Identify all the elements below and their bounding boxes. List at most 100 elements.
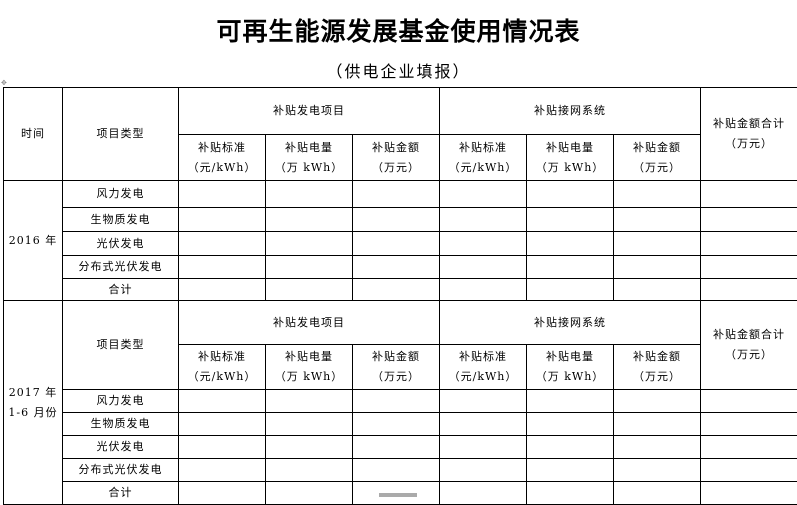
value-cell[interactable] [527, 390, 614, 413]
value-cell[interactable] [527, 279, 614, 301]
value-cell[interactable] [614, 436, 701, 459]
value-cell[interactable] [527, 482, 614, 505]
value-cell[interactable] [266, 181, 353, 208]
value-cell[interactable] [527, 256, 614, 279]
cell-text: 补贴电量 [546, 350, 594, 363]
cell-text: （万 kWh） [536, 370, 605, 383]
value-cell[interactable] [527, 181, 614, 208]
value-cell[interactable] [266, 459, 353, 482]
cell-text: 补贴金额合计 [713, 328, 785, 341]
value-cell[interactable] [353, 279, 440, 301]
value-cell[interactable] [440, 208, 527, 232]
type-cell: 风力发电 [63, 390, 179, 413]
value-cell[interactable] [527, 436, 614, 459]
value-cell[interactable] [614, 413, 701, 436]
cell-text: （万元） [633, 161, 681, 174]
value-cell[interactable] [179, 436, 266, 459]
value-cell[interactable] [614, 482, 701, 505]
value-cell[interactable] [614, 208, 701, 232]
value-cell[interactable] [266, 390, 353, 413]
value-cell[interactable] [179, 279, 266, 301]
subheader-cell: 补贴电量（万 kWh） [266, 135, 353, 181]
value-cell[interactable] [614, 459, 701, 482]
cell-text: （元/kWh） [188, 161, 257, 174]
value-cell[interactable] [353, 181, 440, 208]
value-cell[interactable] [266, 413, 353, 436]
group-header-generation: 补贴发电项目 [179, 88, 440, 135]
value-cell[interactable] [179, 390, 266, 413]
value-cell[interactable] [701, 482, 797, 505]
cell-text: 补贴发电项目 [273, 316, 345, 329]
subheader-cell: 补贴金额 （万元） [614, 345, 701, 390]
scrollbar[interactable] [379, 493, 417, 497]
cell-text: 2016 年 [9, 234, 58, 247]
value-cell[interactable] [179, 208, 266, 232]
value-cell[interactable] [614, 181, 701, 208]
value-cell[interactable] [614, 256, 701, 279]
cell-text: 2017 年 [9, 386, 58, 399]
value-cell[interactable] [701, 279, 797, 301]
value-cell[interactable] [527, 413, 614, 436]
value-cell[interactable] [614, 390, 701, 413]
value-cell[interactable] [527, 208, 614, 232]
cell-text: 补贴标准 [459, 350, 507, 363]
value-cell[interactable] [440, 390, 527, 413]
cell-text: 补贴金额 [372, 141, 420, 154]
value-cell[interactable] [440, 279, 527, 301]
cell-text: 项目类型 [97, 338, 145, 351]
value-cell[interactable] [701, 232, 797, 256]
value-cell[interactable] [440, 232, 527, 256]
value-cell[interactable] [701, 413, 797, 436]
cell-text: 合计 [109, 486, 133, 499]
value-cell[interactable] [353, 436, 440, 459]
value-cell[interactable] [527, 459, 614, 482]
table-row: 风力发电 [4, 390, 797, 413]
value-cell[interactable] [440, 413, 527, 436]
value-cell[interactable] [266, 232, 353, 256]
value-cell[interactable] [353, 208, 440, 232]
value-cell[interactable] [527, 232, 614, 256]
cell-text: （万元） [372, 370, 420, 383]
table-row: 合计 [4, 279, 797, 301]
value-cell[interactable] [266, 482, 353, 505]
value-cell[interactable] [266, 436, 353, 459]
value-cell[interactable] [179, 232, 266, 256]
cell-text: 补贴金额 [633, 350, 681, 363]
value-cell[interactable] [614, 232, 701, 256]
fund-usage-table: 时间项目类型补贴发电项目补贴接网系统补贴金额合计（万元）补贴标准（元/kWh）补… [3, 87, 797, 505]
total-header: 补贴金额合计（万元） [701, 88, 797, 181]
value-cell[interactable] [614, 279, 701, 301]
value-cell[interactable] [440, 459, 527, 482]
value-cell[interactable] [440, 482, 527, 505]
value-cell[interactable] [179, 181, 266, 208]
value-cell[interactable] [440, 181, 527, 208]
value-cell[interactable] [266, 279, 353, 301]
value-cell[interactable] [353, 413, 440, 436]
value-cell[interactable] [179, 459, 266, 482]
type-cell: 生物质发电 [63, 208, 179, 232]
value-cell[interactable] [353, 256, 440, 279]
value-cell[interactable] [179, 482, 266, 505]
value-cell[interactable] [179, 413, 266, 436]
value-cell[interactable] [353, 459, 440, 482]
value-cell[interactable] [440, 436, 527, 459]
value-cell[interactable] [440, 256, 527, 279]
value-cell[interactable] [179, 256, 266, 279]
value-cell[interactable] [353, 390, 440, 413]
cell-text: 补贴金额 [633, 141, 681, 154]
cell-text: （万元） [633, 370, 681, 383]
value-cell[interactable] [266, 208, 353, 232]
subheader-cell: 补贴金额（万元） [353, 345, 440, 390]
value-cell[interactable] [701, 390, 797, 413]
group-header-grid: 补贴接网系统 [440, 301, 701, 345]
value-cell[interactable] [701, 208, 797, 232]
value-cell[interactable] [701, 436, 797, 459]
cell-text: （元/kWh） [188, 370, 257, 383]
cell-text: 补贴电量 [285, 350, 333, 363]
anchor-icon: ✥ [1, 79, 7, 87]
value-cell[interactable] [353, 232, 440, 256]
value-cell[interactable] [701, 256, 797, 279]
value-cell[interactable] [701, 459, 797, 482]
value-cell[interactable] [266, 256, 353, 279]
value-cell[interactable] [701, 181, 797, 208]
